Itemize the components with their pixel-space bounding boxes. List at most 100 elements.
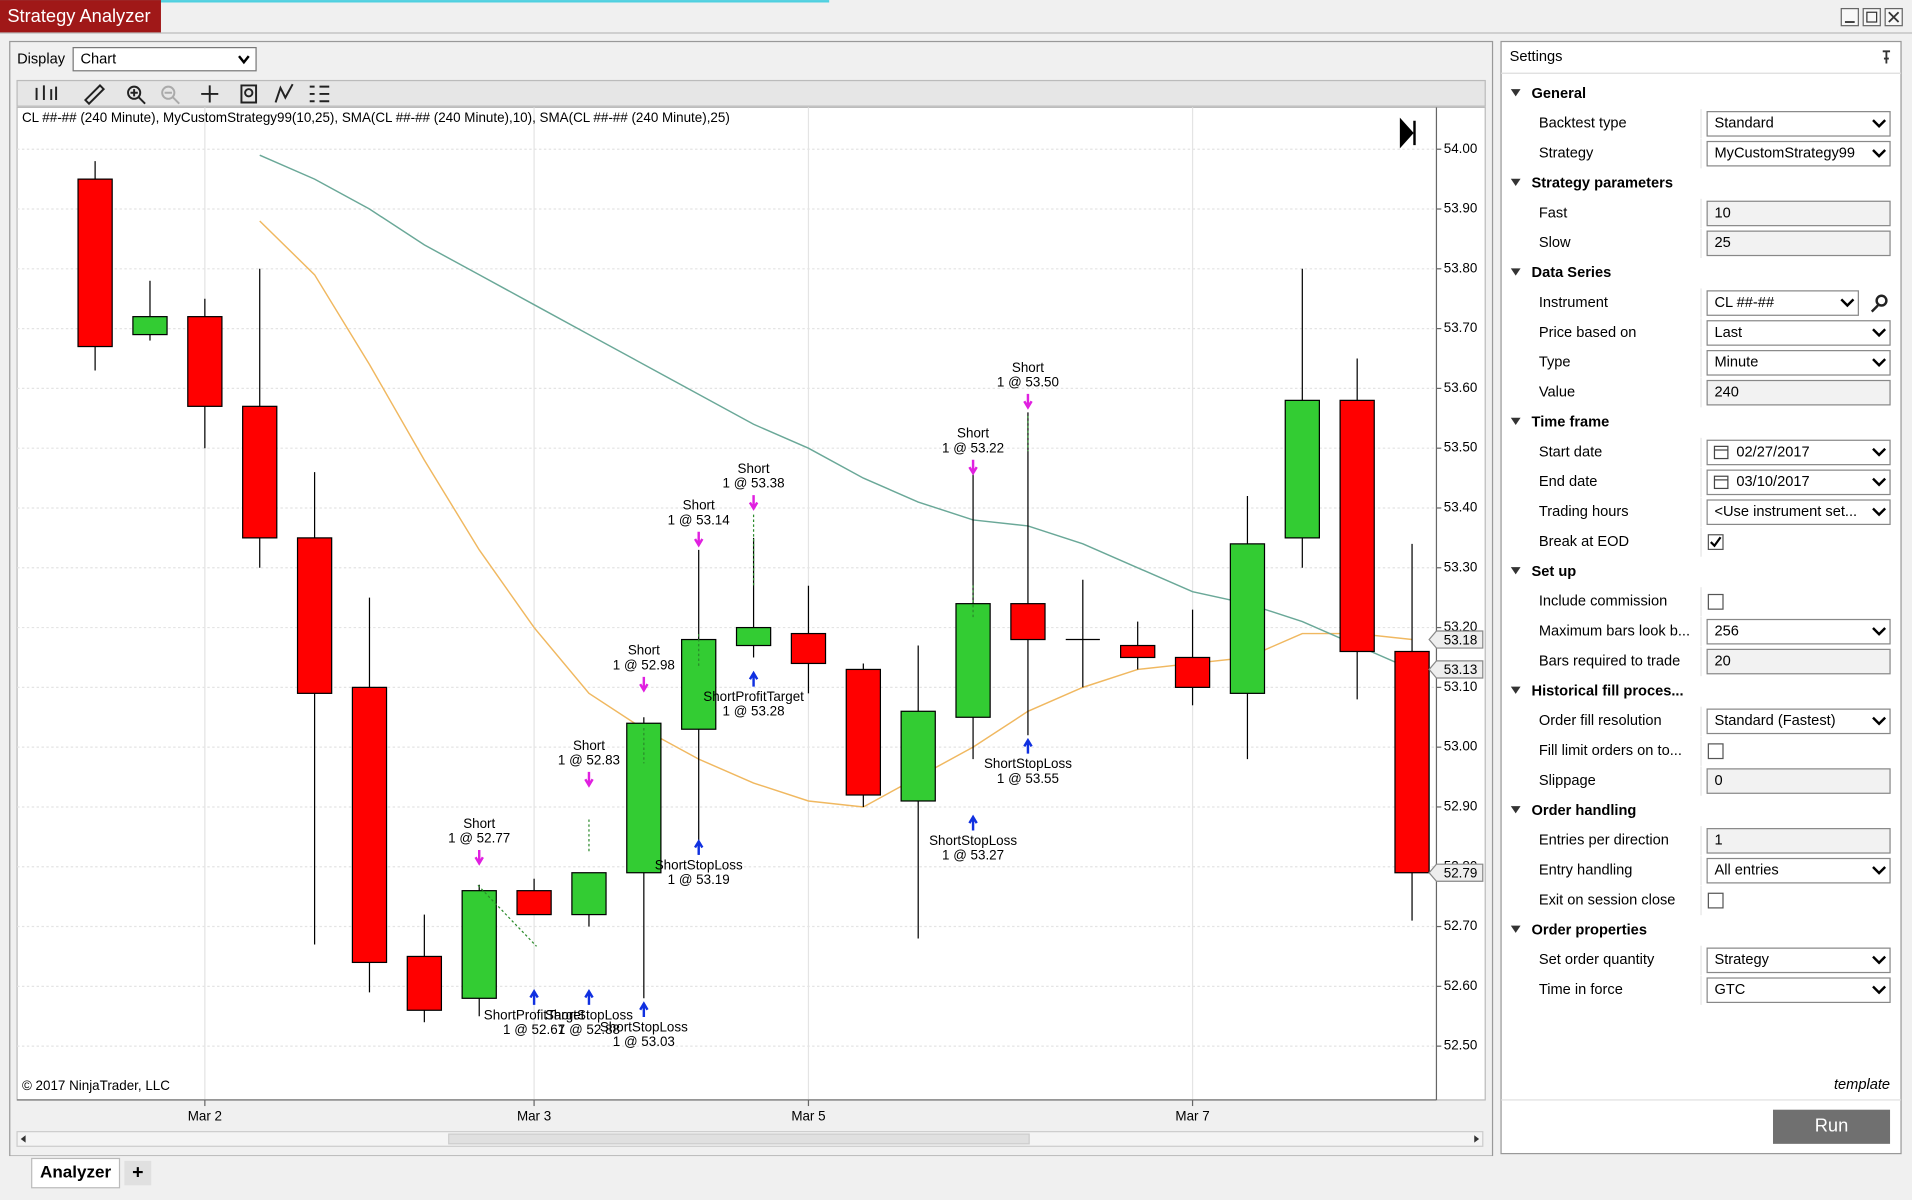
trade-label: Short [628,643,660,658]
setting-field[interactable] [1706,290,1859,316]
section-toggle[interactable] [1510,268,1521,276]
setting-field[interactable] [1706,977,1891,1004]
execution-arrow [968,459,978,476]
candle-body [681,638,717,730]
section-toggle[interactable] [1510,925,1521,933]
y-tick-label: 53.80 [1444,260,1478,275]
template-link[interactable]: template [1834,1077,1890,1093]
execution-arrow [584,771,594,788]
candle-body [1394,650,1430,874]
trade-label: Short [957,426,989,441]
execution-arrow [529,989,539,1005]
toolbar-button[interactable] [35,85,58,101]
checkbox[interactable] [1707,593,1724,610]
setting-field[interactable] [1706,499,1891,526]
setting-field[interactable] [1706,857,1891,884]
new-tab-button[interactable] [124,1160,152,1186]
setting-value: MyCustomStrategy99 [1714,146,1855,162]
section-title: Order properties [1532,922,1647,938]
setting-field[interactable] [1706,320,1891,346]
trade-label: Short [463,816,495,831]
setting-field[interactable] [1706,379,1891,406]
trade-label: ShortStopLoss [600,1020,688,1035]
checkbox[interactable] [1707,892,1724,909]
setting-label: Time in force [1539,982,1623,998]
execution-arrow [639,676,649,693]
pin-icon[interactable] [1882,50,1891,64]
trade-label: ShortStopLoss [929,833,1017,848]
setting-field[interactable] [1706,140,1891,167]
check-mark [1710,536,1722,548]
dropdown-arrow [1872,447,1887,457]
section-toggle[interactable] [1510,417,1521,426]
window-min-button[interactable] [1840,7,1859,27]
section-toggle[interactable] [1510,806,1521,814]
toolbar-button[interactable] [274,83,294,103]
price-marker [1428,660,1484,679]
toolbar-button[interactable] [240,84,258,104]
setting-field[interactable] [1706,230,1891,257]
scroll-right[interactable] [1474,1135,1480,1143]
display-select[interactable] [72,47,257,72]
title-box [0,0,161,33]
section-toggle[interactable] [1510,89,1521,97]
window-max-button[interactable] [1862,7,1881,27]
toolbar-button[interactable] [83,84,106,106]
section-toggle[interactable] [1510,567,1521,575]
toolbar-button[interactable] [309,85,330,103]
trade-label: Short [683,498,715,513]
candle-body [187,316,223,407]
title-strip [0,0,830,3]
setting-value: 240 [1714,385,1738,401]
toolbar-button[interactable] [201,85,219,103]
setting-label: Break at EOD [1539,534,1629,550]
section-toggle[interactable] [1510,178,1521,187]
go-to-end-icon[interactable] [1399,117,1416,149]
candle-body [1010,603,1046,641]
setting-field[interactable] [1706,828,1891,854]
candle-body [132,316,168,336]
candle-body [1339,399,1375,653]
toolbar-button[interactable] [127,85,146,105]
candle-body [1174,656,1211,688]
sma-line [259,220,1413,808]
execution-arrow [968,814,978,831]
setting-field[interactable] [1706,111,1891,137]
candle-body [406,955,443,1011]
toolbar-button[interactable] [161,85,180,105]
execution-arrow [694,839,704,855]
scroll-thumb[interactable] [448,1133,1030,1145]
setting-field[interactable] [1706,618,1891,645]
x-tick-label: Mar 5 [791,1109,825,1124]
setting-field[interactable] [1706,200,1891,227]
chart-toolbar [16,79,1486,107]
trade-label: Short [1012,360,1044,375]
setting-field[interactable] [1706,648,1891,675]
setting-field[interactable] [1706,469,1891,496]
run-button[interactable] [1772,1109,1891,1144]
checkbox[interactable] [1707,743,1724,760]
trade-label: 1 @ 53.50 [997,374,1059,389]
dropdown-arrow [1872,716,1887,726]
section-toggle[interactable] [1510,686,1521,694]
setting-value: Strategy [1714,952,1769,968]
tab-bar [0,1156,1912,1200]
trade-connector [477,884,537,947]
section-title: Set up [1532,564,1577,580]
y-tick-label: 53.50 [1444,440,1478,455]
price-marker-label: 53.13 [1444,662,1478,677]
setting-field[interactable] [1706,350,1891,376]
checkbox[interactable] [1707,534,1724,551]
trade-label: Short [738,461,770,476]
setting-field[interactable] [1706,439,1891,466]
scroll-left[interactable] [20,1135,26,1143]
setting-field[interactable] [1706,768,1891,794]
trade-label: 1 @ 52.67 [503,1022,565,1037]
search-icon[interactable] [1870,294,1888,313]
setting-label: Instrument [1539,295,1608,311]
trade-label: ShortProfitTarget [484,1007,585,1022]
x-tick-label: Mar 3 [517,1109,551,1124]
setting-field[interactable] [1706,708,1891,735]
analyzer-tab[interactable] [31,1157,121,1189]
setting-field[interactable] [1706,947,1891,974]
